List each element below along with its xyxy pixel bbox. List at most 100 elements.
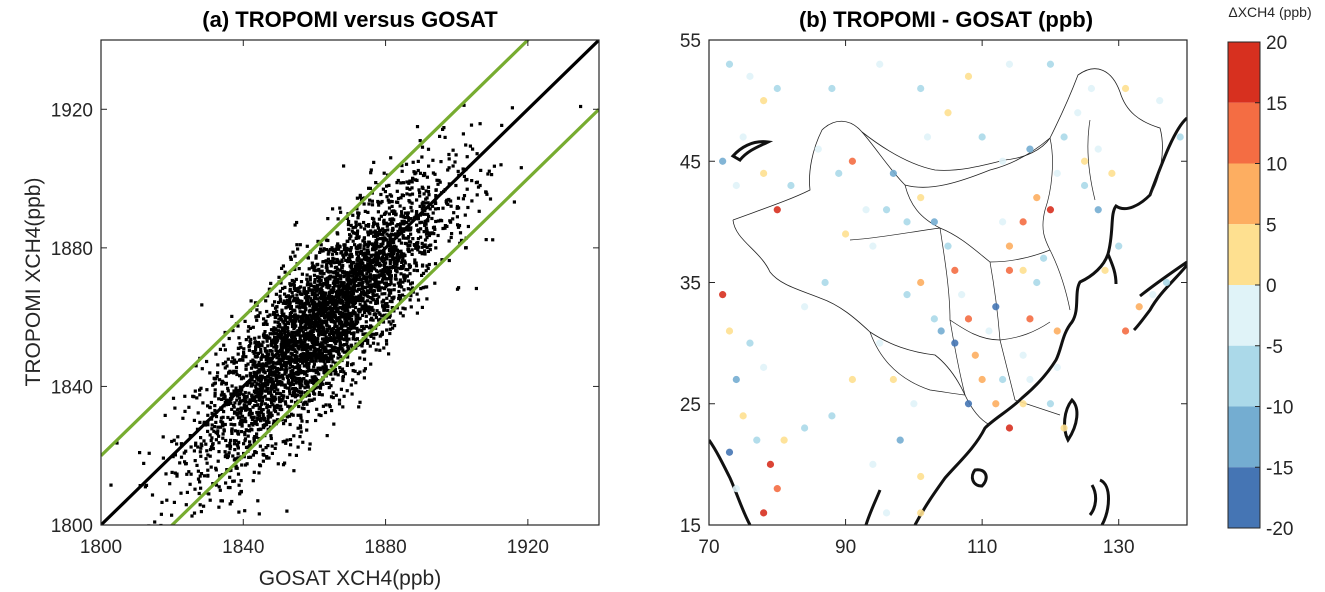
scatter-point [260, 355, 264, 359]
scatter-point [254, 348, 258, 352]
scatter-point [293, 343, 297, 347]
scatter-point [326, 257, 330, 261]
scatter-point [375, 237, 380, 241]
scatter-point [261, 452, 265, 457]
scatter-point [230, 427, 234, 431]
scatter-point [335, 265, 339, 269]
scatter-point [150, 493, 155, 497]
scatter-point [290, 387, 294, 391]
scatter-point [344, 258, 348, 262]
scatter-point [424, 189, 428, 193]
scatter-point [405, 242, 409, 246]
scatter-point [301, 345, 305, 349]
scatter-point [280, 367, 284, 371]
scatter-point [299, 352, 303, 357]
scatter-point [333, 331, 337, 335]
scatter-point [284, 363, 288, 367]
scatter-point [327, 352, 331, 356]
scatter-point [331, 337, 335, 341]
scatter-point [198, 474, 202, 478]
scatter-point [214, 468, 218, 472]
scatter-point [295, 301, 299, 305]
scatter-point [359, 197, 364, 202]
scatter-point [219, 419, 223, 423]
scatter-point [356, 254, 360, 258]
scatter-point [231, 479, 235, 483]
map-point [801, 303, 809, 311]
scatter-point [369, 171, 373, 175]
scatter-point [324, 371, 328, 375]
scatter-point [324, 291, 328, 295]
scatter-point [400, 169, 404, 173]
scatter-point [289, 370, 293, 374]
y-tick-label: 55 [680, 31, 701, 52]
scatter-point [347, 297, 351, 301]
scatter-point [302, 286, 306, 291]
scatter-point [291, 294, 295, 298]
scatter-point [349, 320, 353, 324]
scatter-point [360, 287, 364, 291]
colorbar-bin [1228, 102, 1260, 164]
scatter-point [488, 197, 493, 201]
scatter-point [256, 351, 260, 355]
x-tick-label: 70 [698, 537, 719, 558]
scatter-point [357, 328, 361, 332]
scatter-point [400, 219, 404, 223]
scatter-point [419, 235, 423, 239]
map-point [978, 133, 986, 141]
scatter-point [344, 297, 348, 301]
scatter-point [314, 356, 318, 360]
scatter-point [198, 450, 202, 454]
scatter-point [307, 447, 312, 451]
scatter-point [275, 305, 279, 309]
scatter-point [370, 296, 374, 300]
scatter-point [173, 471, 177, 475]
scatter-point [309, 355, 313, 359]
scatter-point [170, 470, 174, 474]
scatter-point [377, 280, 381, 285]
scatter-point [405, 214, 409, 218]
scatter-point [389, 276, 393, 280]
colorbar-bin [1228, 163, 1260, 225]
scatter-point [237, 396, 242, 400]
scatter-point [345, 319, 349, 323]
scatter-point [318, 325, 322, 330]
scatter-point [206, 429, 210, 433]
scatter-point [221, 421, 225, 425]
scatter-point [410, 192, 415, 196]
scatter-point [420, 241, 424, 245]
scatter-point [349, 343, 353, 347]
scatter-point [236, 444, 240, 448]
scatter-point [320, 354, 324, 359]
scatter-point [337, 260, 341, 264]
scatter-point [244, 445, 249, 449]
scatter-point [373, 231, 377, 236]
scatter-point [333, 249, 337, 253]
scatter-point [371, 294, 375, 298]
scatter-point [371, 284, 376, 288]
scatter-point [376, 199, 380, 204]
scatter-point [392, 295, 396, 299]
scatter-point [188, 482, 192, 486]
scatter-point [334, 247, 338, 251]
scatter-point [277, 317, 281, 321]
scatter-point [291, 369, 295, 373]
scatter-point [351, 311, 355, 315]
scatter-point [296, 329, 300, 333]
scatter-point [367, 326, 371, 330]
scatter-point [403, 215, 407, 220]
scatter-point [340, 265, 344, 269]
map-point [889, 169, 897, 177]
scatter-point [317, 333, 321, 337]
scatter-point [428, 248, 432, 252]
scatter-point [322, 247, 326, 251]
scatter-point [350, 287, 354, 291]
scatter-point [456, 196, 461, 200]
map-point [780, 436, 788, 444]
scatter-point [243, 416, 247, 420]
scatter-point [380, 259, 384, 263]
scatter-point [341, 263, 345, 268]
scatter-point [258, 395, 262, 399]
scatter-point [463, 213, 467, 217]
scatter-point [213, 404, 217, 408]
